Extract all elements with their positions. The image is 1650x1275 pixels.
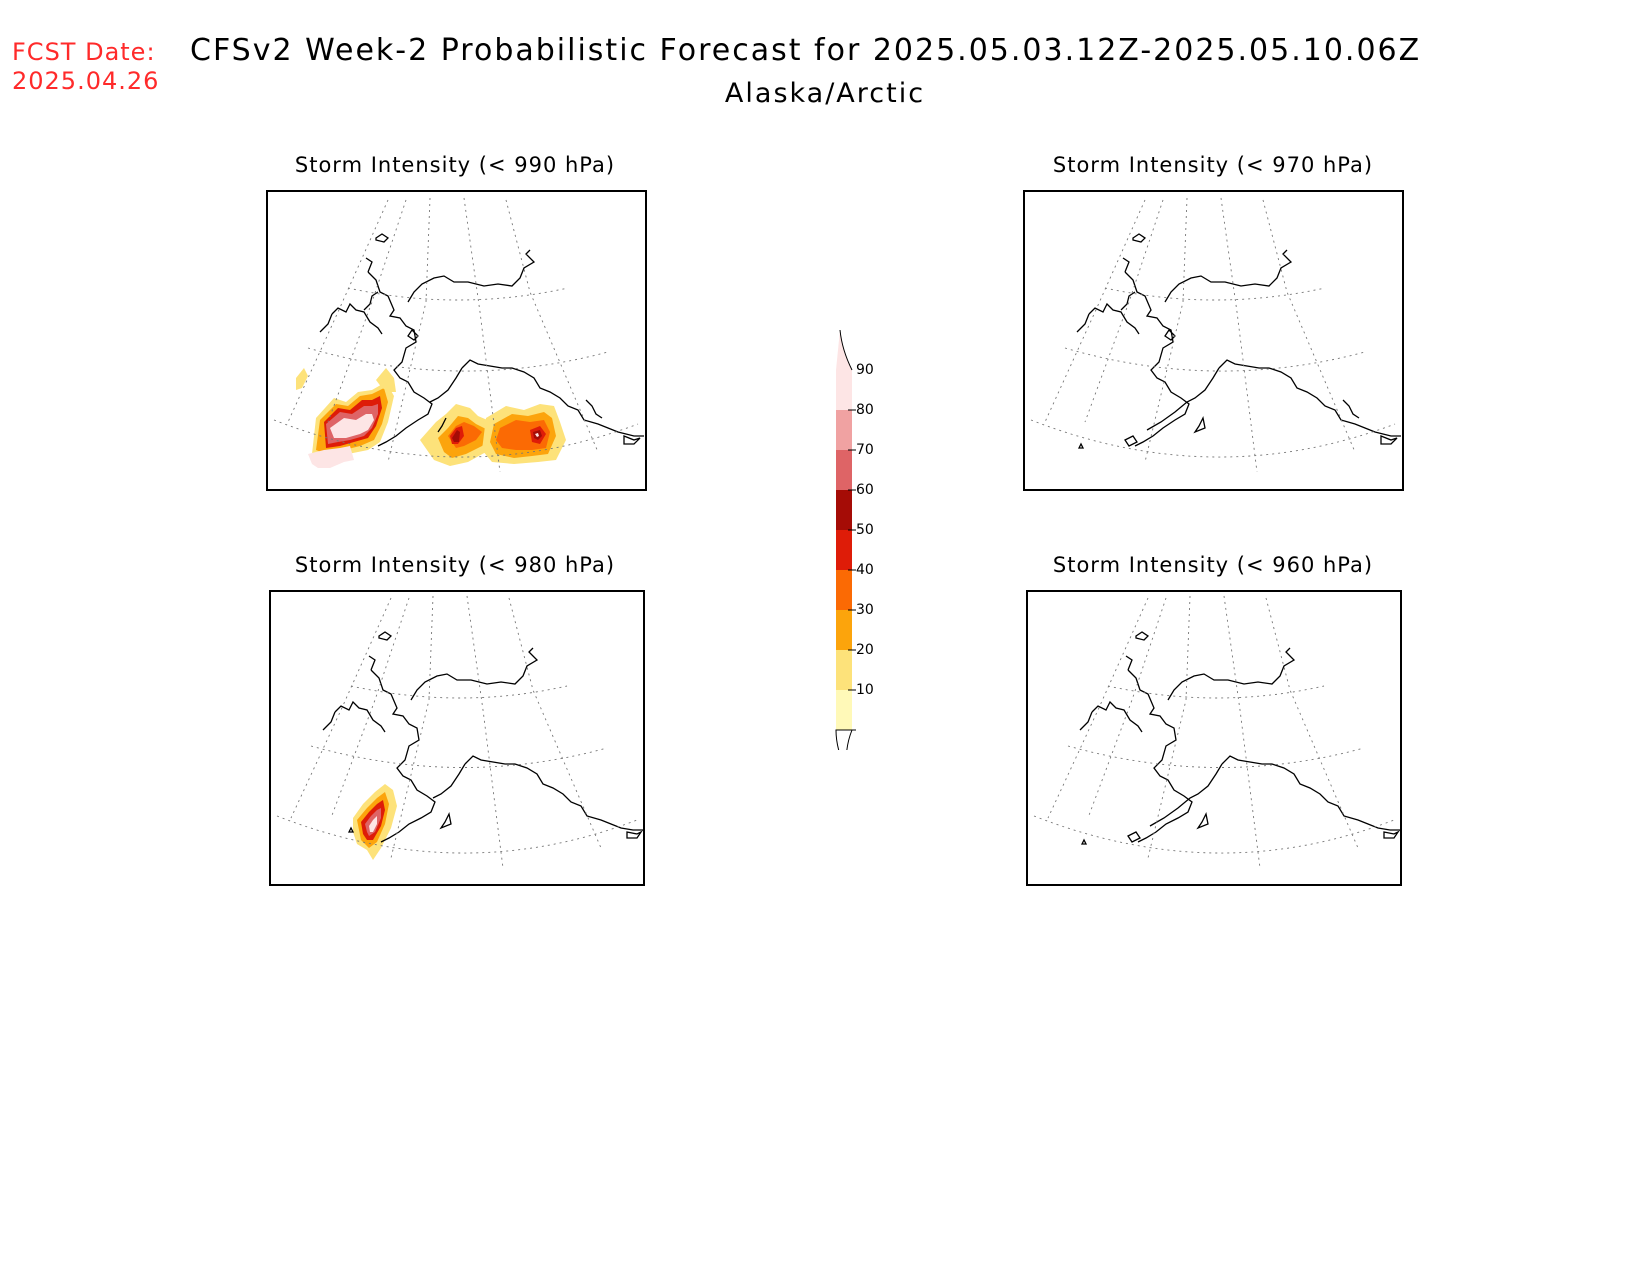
legend-box [836, 570, 852, 610]
legend-box [836, 490, 852, 530]
legend-outline [839, 329, 853, 371]
probability-shading [353, 784, 397, 860]
legend-arrow-bottom [835, 729, 853, 773]
page-title: CFSv2 Week-2 Probabilistic Forecast for … [190, 33, 1422, 68]
graticule [273, 197, 639, 473]
map-panel-980 [269, 590, 645, 886]
alaska-coastline [319, 233, 644, 447]
legend-tick-label: 10 [856, 682, 874, 698]
legend-tick-label: 30 [856, 602, 874, 618]
alaska-coastline [1079, 631, 1400, 845]
forecast-date-value: 2025.04.26 [12, 67, 160, 95]
legend-tick-label: 60 [856, 482, 874, 498]
panel-title-960: Storm Intensity (< 960 hPa) [1052, 553, 1374, 577]
legend-tick-label: 70 [856, 442, 874, 458]
legend-box [836, 650, 852, 690]
panel-title-980: Storm Intensity (< 980 hPa) [294, 553, 616, 577]
color-legend: 90 80 70 60 50 40 30 20 10 [820, 329, 880, 773]
legend-tick-label: 80 [856, 402, 874, 418]
graticule [1033, 595, 1395, 869]
map-panel-970 [1023, 190, 1404, 491]
legend-box [836, 610, 852, 650]
alaska-coastline [1076, 233, 1401, 449]
panel-title-970: Storm Intensity (< 970 hPa) [1052, 153, 1374, 177]
forecast-date-label: FCST Date: [12, 38, 156, 66]
map-panel-990 [266, 190, 647, 491]
legend-box [836, 690, 852, 730]
legend-box [836, 530, 852, 570]
legend-tick-label: 40 [856, 562, 874, 578]
legend-box [836, 450, 852, 490]
legend-tick-labels: 90 80 70 60 50 40 30 20 10 [848, 362, 874, 731]
graticule [1030, 197, 1396, 473]
legend-box [836, 370, 852, 410]
legend-tick-label: 90 [856, 362, 874, 378]
page-subtitle: Alaska/Arctic [724, 78, 926, 109]
legend-box [836, 410, 852, 450]
graticule [276, 595, 638, 869]
legend-tick-label: 20 [856, 642, 874, 658]
map-panel-960 [1026, 590, 1402, 886]
probability-shading [296, 368, 566, 468]
panel-title-990: Storm Intensity (< 990 hPa) [294, 153, 616, 177]
legend-tick-label: 50 [856, 522, 874, 538]
legend-color-boxes [835, 329, 853, 773]
forecast-date: FCST Date: 2025.04.26 [12, 38, 159, 96]
